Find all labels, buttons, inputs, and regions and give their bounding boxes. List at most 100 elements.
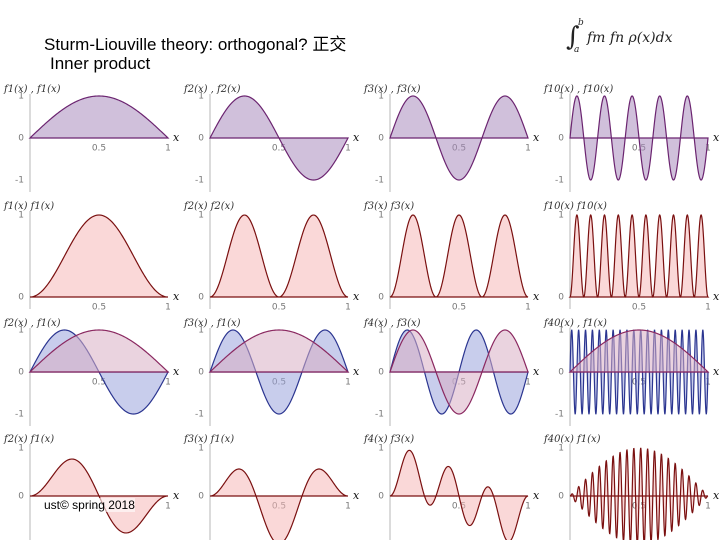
y-tick-label: 0 [558, 134, 564, 144]
panel-label: f2(x) , f2(x) [183, 84, 241, 95]
x-tick-label: 1 [345, 303, 351, 313]
x-axis-label: x [713, 131, 720, 144]
curve [569, 447, 709, 540]
y-tick-label: 1 [378, 211, 384, 221]
footer: ust© spring 2018 [44, 498, 135, 512]
y-tick-label: 1 [378, 326, 384, 336]
y-tick-label: 1 [558, 211, 564, 221]
curve [389, 214, 529, 298]
panel-label: f4(x) , f3(x) [363, 318, 421, 329]
panel-label: f3(x) , f1(x) [183, 318, 241, 329]
y-tick-label: 0 [198, 368, 204, 378]
x-tick-label: 0.5 [452, 303, 466, 313]
y-tick-label: -1 [555, 176, 564, 186]
x-axis-label: x [533, 489, 540, 502]
x-axis-label: x [713, 365, 720, 378]
x-axis-label: x [533, 365, 540, 378]
y-tick-label: 0 [378, 492, 384, 502]
curve [389, 449, 529, 540]
panel-label: f2(x) f1(x) [3, 434, 54, 445]
panel-label: f1(x) , f1(x) [3, 84, 61, 95]
panel-label: f10(x) f10(x) [543, 201, 607, 212]
y-tick-label: -1 [15, 176, 24, 186]
x-tick-label: 0.5 [632, 144, 646, 154]
curve [209, 214, 349, 298]
x-tick-label: 0.5 [632, 303, 646, 313]
x-tick-label: 1 [525, 303, 531, 313]
x-tick-label: 1 [165, 144, 171, 154]
y-tick-label: 0 [198, 134, 204, 144]
y-tick-label: 0 [18, 492, 24, 502]
y-tick-label: 1 [558, 326, 564, 336]
panel-label: f40(x) f1(x) [543, 434, 601, 445]
curve [389, 95, 529, 181]
y-tick-label: 0 [558, 293, 564, 303]
curve [389, 329, 529, 415]
x-tick-label: 1 [525, 378, 531, 388]
x-tick-label: 1 [705, 144, 711, 154]
panel-label: f2(x) , f1(x) [3, 318, 61, 329]
y-tick-label: 0 [378, 134, 384, 144]
x-axis-label: x [173, 489, 180, 502]
x-axis-label: x [353, 365, 360, 378]
x-tick-label: 0.5 [272, 144, 286, 154]
y-tick-label: -1 [375, 410, 384, 420]
x-tick-label: 1 [345, 502, 351, 512]
y-tick-label: -1 [555, 410, 564, 420]
y-tick-label: 1 [18, 326, 24, 336]
curve [28, 329, 170, 373]
y-tick-label: 0 [18, 293, 24, 303]
x-tick-label: 1 [525, 502, 531, 512]
y-tick-label: 1 [198, 92, 204, 102]
panel-label: f10(x) , f10(x) [543, 84, 613, 95]
y-tick-label: 1 [18, 92, 24, 102]
x-tick-label: 1 [165, 378, 171, 388]
y-tick-label: 1 [18, 444, 24, 454]
x-axis-label: x [713, 290, 720, 303]
x-axis-label: x [713, 489, 720, 502]
x-tick-label: 1 [705, 502, 711, 512]
y-tick-label: 0 [378, 368, 384, 378]
y-tick-label: 1 [378, 92, 384, 102]
x-tick-label: 0.5 [272, 303, 286, 313]
curve [209, 95, 349, 181]
y-tick-label: 0 [378, 293, 384, 303]
y-tick-label: 0 [558, 492, 564, 502]
curve [568, 214, 710, 298]
y-tick-label: -1 [375, 176, 384, 186]
curve [208, 329, 350, 373]
curve [29, 458, 169, 534]
x-tick-label: 1 [705, 303, 711, 313]
y-tick-label: 0 [18, 134, 24, 144]
y-tick-label: -1 [195, 176, 204, 186]
x-axis-label: x [173, 365, 180, 378]
y-tick-label: 1 [198, 326, 204, 336]
x-axis-label: x [533, 290, 540, 303]
x-axis-label: x [353, 489, 360, 502]
x-tick-label: 1 [345, 378, 351, 388]
panel-label: f3(x) , f3(x) [363, 84, 421, 95]
curve [568, 329, 710, 373]
panel-label: f3(x) f1(x) [183, 434, 234, 445]
slide-title: Sturm-Liouville theory: orthogonal? 正交 [44, 35, 347, 54]
x-tick-label: 1 [165, 303, 171, 313]
y-tick-label: -1 [195, 410, 204, 420]
panel-label: f3(x) f3(x) [363, 201, 414, 212]
x-tick-label: 1 [525, 144, 531, 154]
y-tick-label: 1 [18, 211, 24, 221]
panel-label: f4(x) f3(x) [363, 434, 414, 445]
curve [29, 214, 169, 298]
curve [209, 468, 349, 540]
x-axis-label: x [173, 290, 180, 303]
x-axis-label: x [353, 131, 360, 144]
panel-label: f2(x) f2(x) [183, 201, 234, 212]
x-tick-label: 0.5 [92, 303, 106, 313]
x-tick-label: 0.5 [92, 378, 106, 388]
y-tick-label: 1 [198, 444, 204, 454]
y-tick-label: 0 [558, 368, 564, 378]
x-axis-label: x [533, 131, 540, 144]
x-tick-label: 1 [165, 502, 171, 512]
panel-label: f40(x) , f1(x) [543, 318, 607, 329]
y-tick-label: 0 [198, 492, 204, 502]
